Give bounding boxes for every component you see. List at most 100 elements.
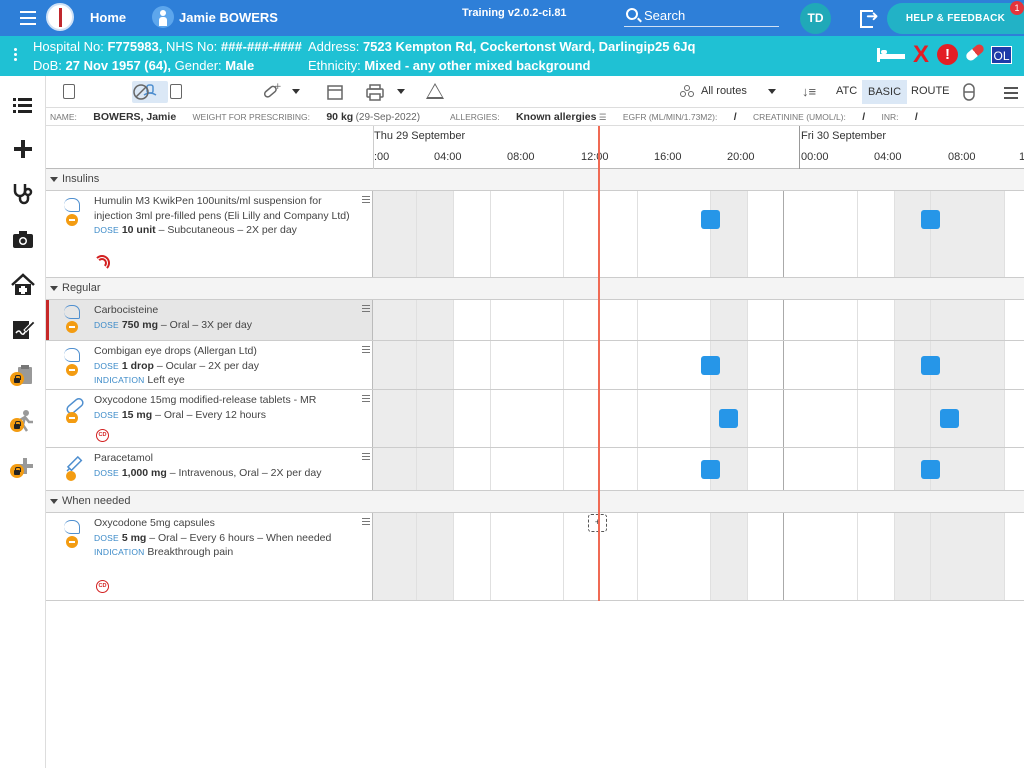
chart-view-icon[interactable]: [58, 81, 80, 103]
section-regular[interactable]: Regular: [46, 278, 1024, 300]
locked-clipboard-icon[interactable]: [10, 362, 36, 388]
medication-row[interactable]: Combigan eye drops (Allergan Ltd) DOSE 1…: [46, 341, 1024, 390]
menu-icon[interactable]: [20, 11, 36, 25]
scheduled-dose-marker[interactable]: [921, 459, 941, 479]
add-medication-icon[interactable]: +: [260, 81, 282, 103]
grid-line: [746, 191, 748, 277]
row-menu-icon[interactable]: [362, 395, 370, 404]
home-link[interactable]: Home: [90, 10, 127, 25]
administration-view-icon[interactable]: [132, 81, 168, 103]
add-menu-caret-icon[interactable]: [292, 89, 300, 94]
list-icon[interactable]: [10, 92, 36, 118]
oral-route-icon: [64, 520, 84, 548]
app-logo[interactable]: [46, 3, 74, 31]
timeline-cells[interactable]: [343, 513, 1024, 600]
close-alert-icon[interactable]: X: [913, 41, 930, 68]
route-button[interactable]: ROUTE: [911, 85, 950, 97]
routes-icon: [680, 85, 694, 98]
injection-route-icon: [64, 198, 84, 226]
grid-line: [489, 300, 491, 340]
section-insulins[interactable]: Insulins: [46, 169, 1024, 191]
medication-details[interactable]: Humulin M3 KwikPen 100units/ml suspensio…: [46, 191, 373, 277]
timeline-cells[interactable]: [343, 390, 1024, 447]
print-menu-caret-icon[interactable]: [397, 89, 405, 94]
row-menu-icon[interactable]: [362, 196, 370, 205]
hour-label: 20:00: [727, 151, 755, 163]
patient-icon: [152, 6, 174, 28]
scheduled-dose-marker[interactable]: [701, 459, 720, 479]
routes-select[interactable]: All routes: [701, 85, 747, 97]
locked-activity-icon[interactable]: [10, 408, 36, 434]
current-time-line: [598, 126, 600, 601]
routes-caret-icon[interactable]: [768, 89, 776, 94]
grid-line: [1003, 300, 1005, 340]
row-menu-icon[interactable]: [362, 305, 370, 314]
scheduled-dose-marker[interactable]: [921, 355, 941, 375]
ol-badge[interactable]: OL: [991, 46, 1012, 64]
locked-add-icon[interactable]: [10, 454, 36, 480]
timeline-cells[interactable]: [343, 341, 1024, 389]
more-vertical-icon[interactable]: [14, 48, 17, 63]
sign-document-icon[interactable]: [10, 316, 36, 342]
help-feedback-button[interactable]: HELP & FEEDBACK: [887, 3, 1024, 34]
sort-icon[interactable]: ↓≡: [802, 84, 817, 99]
hour-label: 08:00: [507, 151, 535, 163]
hour-label: 1: [1019, 151, 1024, 163]
medication-details[interactable]: Paracetamol DOSE 1,000 mg – Intravenous,…: [46, 448, 373, 490]
ward-icon[interactable]: [10, 272, 36, 298]
medication-row[interactable]: Oxycodone 15mg modified-release tablets …: [46, 390, 1024, 448]
scheduled-dose-marker[interactable]: [701, 210, 720, 229]
timeline-cells[interactable]: [343, 300, 1024, 340]
search-field[interactable]: Search: [624, 5, 779, 27]
medication-name: Oxycodone 15mg modified-release tablets …: [94, 394, 317, 406]
scheduled-dose-marker[interactable]: [701, 355, 720, 375]
medication-details[interactable]: Oxycodone 15mg modified-release tablets …: [46, 390, 373, 447]
user-avatar[interactable]: TD: [800, 3, 831, 34]
alert-exclamation-icon[interactable]: !: [937, 44, 958, 65]
row-menu-icon[interactable]: [362, 453, 370, 462]
info-egfr: EGFR (ML/MIN/1.73M2): /: [622, 111, 737, 123]
add-icon[interactable]: [10, 136, 36, 162]
grid-line: [1003, 390, 1005, 447]
document-icon[interactable]: [165, 81, 187, 103]
scheduled-dose-marker[interactable]: [939, 409, 959, 428]
logout-icon[interactable]: [860, 7, 880, 28]
grid-line: [930, 513, 932, 600]
row-menu-icon[interactable]: [362, 518, 370, 527]
no-entry-icon[interactable]: [130, 81, 152, 103]
add-prn-dose-button[interactable]: +: [588, 514, 607, 532]
section-when-needed[interactable]: When needed: [46, 491, 1024, 513]
pill-icon[interactable]: [964, 42, 986, 63]
lock-icon: [10, 464, 24, 478]
info-allergies[interactable]: ALLERGIES: Known allergies ☰: [449, 111, 607, 123]
night-shading: [373, 300, 454, 340]
medication-row[interactable]: Carbocisteine DOSE 750 mg – Oral – 3X pe…: [46, 300, 1024, 341]
ocular-route-icon: [64, 348, 84, 376]
basic-button[interactable]: BASIC: [862, 80, 908, 104]
scheduled-dose-marker[interactable]: [719, 409, 739, 428]
patient-name[interactable]: Jamie BOWERS: [179, 10, 278, 25]
medication-row[interactable]: Oxycodone 5mg capsules DOSE 5 mg – Oral …: [46, 513, 1024, 601]
medication-details[interactable]: Combigan eye drops (Allergan Ltd) DOSE 1…: [46, 341, 373, 389]
warning-icon[interactable]: [426, 83, 444, 99]
medication-row[interactable]: Humulin M3 KwikPen 100units/ml suspensio…: [46, 191, 1024, 278]
medication-name: Oxycodone 5mg capsules: [94, 517, 215, 529]
medication-row[interactable]: Paracetamol DOSE 1,000 mg – Intravenous,…: [46, 448, 1024, 491]
lock-icon: [10, 372, 24, 386]
grid-line: [1003, 513, 1005, 600]
atc-button[interactable]: ATC: [836, 85, 858, 97]
medication-details[interactable]: Oxycodone 5mg capsules DOSE 5 mg – Oral …: [46, 513, 373, 600]
timeline-cells[interactable]: [343, 191, 1024, 277]
more-menu-icon[interactable]: [1004, 87, 1018, 102]
scheduled-dose-marker[interactable]: [921, 210, 941, 229]
bed-icon[interactable]: [877, 48, 905, 62]
timeline-cells[interactable]: [343, 448, 1024, 490]
row-menu-icon[interactable]: [362, 346, 370, 355]
calendar-icon[interactable]: [324, 81, 346, 103]
capsule-icon[interactable]: [958, 81, 980, 103]
stethoscope-icon[interactable]: [10, 180, 36, 206]
grid-line: [893, 448, 895, 490]
medication-details[interactable]: Carbocisteine DOSE 750 mg – Oral – 3X pe…: [46, 300, 373, 340]
camera-icon[interactable]: [10, 226, 36, 252]
print-icon[interactable]: [364, 81, 386, 103]
